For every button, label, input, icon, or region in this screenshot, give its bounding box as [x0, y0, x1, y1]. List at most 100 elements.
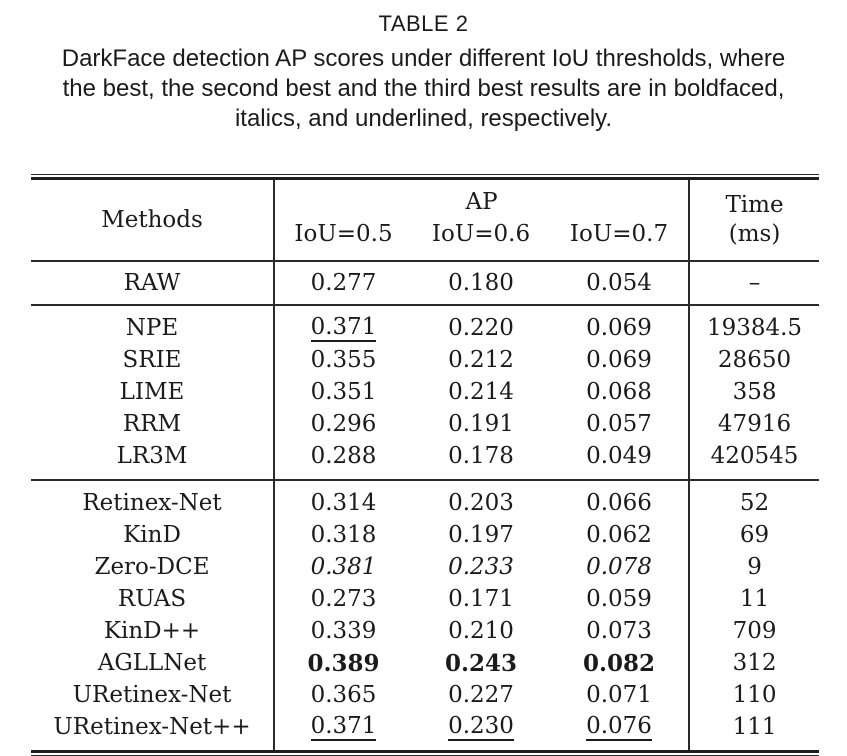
ap-value: 0.212 — [448, 347, 514, 373]
time-cell: 47916 — [688, 408, 820, 440]
ap-value-cell: 0.365 — [273, 679, 412, 711]
table-header: Methods AP Time (ms) IoU=0.5 IoU=0.6 IoU… — [31, 180, 820, 261]
caption-line-2: the best, the second best and the third … — [62, 75, 785, 102]
ap-value-cell: 0.243 — [412, 647, 550, 679]
ap-value-cell: 0.078 — [550, 551, 689, 583]
table-row: Zero-DCE 0.381 0.233 0.078 9 — [31, 551, 820, 583]
ap-group-header: AP — [272, 180, 690, 216]
ap-value: 0.318 — [310, 522, 377, 548]
bottom-rule-thick — [31, 750, 819, 753]
method-cell: RRM — [122, 411, 182, 437]
method-cell: LIME — [119, 379, 185, 405]
ap-value-cell: 0.068 — [550, 376, 689, 408]
ap-value: 0.062 — [586, 522, 652, 548]
ap-value: 0.171 — [448, 586, 514, 612]
ap-value-cell: 0.069 — [550, 305, 689, 344]
ap-value: 0.371 — [310, 714, 377, 742]
table-row: RUAS 0.273 0.171 0.059 11 — [31, 583, 820, 615]
method-cell: Retinex-Net — [82, 490, 222, 516]
ap-value-cell: 0.197 — [412, 519, 550, 551]
method-cell: KinD++ — [103, 618, 201, 644]
method-cell: URetinex-Net — [72, 682, 232, 708]
caption-line-1: DarkFace detection AP scores under diffe… — [61, 45, 786, 72]
ap-value: 0.071 — [586, 682, 652, 708]
ap-value-cell: 0.371 — [273, 305, 412, 344]
ap-value-cell: 0.069 — [550, 344, 689, 376]
ap-value: 0.069 — [586, 347, 652, 373]
ap-value: 0.057 — [586, 411, 652, 437]
ap-value-cell: 0.059 — [550, 583, 689, 615]
ap-value-cell: 0.049 — [550, 440, 689, 480]
ap-value: 0.068 — [586, 379, 652, 405]
ap-value: 0.277 — [310, 270, 377, 296]
ap-value-cell: 0.371 — [273, 711, 412, 750]
time-header: Time (ms) — [688, 180, 820, 261]
ap-value: 0.180 — [448, 270, 514, 296]
top-rule-thick — [31, 177, 819, 180]
method-cell: Zero-DCE — [94, 554, 210, 580]
time-cell: 9 — [688, 551, 820, 583]
ap-value: 0.203 — [448, 490, 514, 516]
ap-value: 0.351 — [310, 379, 377, 405]
ap-value-cell: 0.082 — [550, 647, 689, 679]
time-cell: – — [688, 261, 820, 305]
ap-value: 0.054 — [586, 270, 652, 296]
table-row: URetinex-Net 0.365 0.227 0.071 110 — [31, 679, 820, 711]
table-row: URetinex-Net++ 0.371 0.230 0.076 111 — [31, 711, 820, 750]
table-row: LIME 0.351 0.214 0.068 358 — [31, 376, 820, 408]
time-cell: 19384.5 — [688, 305, 820, 344]
method-cell: RAW — [123, 270, 181, 296]
time-cell: 110 — [688, 679, 820, 711]
table-row: Retinex-Net 0.314 0.203 0.066 52 — [31, 480, 820, 519]
ap-scores-table: Methods AP Time (ms) IoU=0.5 IoU=0.6 IoU… — [31, 180, 820, 750]
method-cell: RUAS — [117, 586, 187, 612]
ap-value-cell: 0.214 — [412, 376, 550, 408]
method-cell: URetinex-Net++ — [53, 714, 251, 740]
table-row: LR3M 0.288 0.178 0.049 420545 — [31, 440, 820, 480]
method-cell: NPE — [125, 315, 179, 341]
section-traditional-methods: NPE 0.371 0.220 0.069 19384.5 SRIE 0.355 0.212 0… — [31, 305, 820, 480]
ap-value-cell: 0.076 — [550, 711, 689, 750]
ap-value: 0.233 — [448, 554, 514, 580]
ap-value: 0.082 — [582, 649, 656, 677]
ap-value: 0.381 — [310, 554, 377, 580]
ap-value: 0.273 — [310, 586, 377, 612]
ap-value-cell: 0.054 — [550, 261, 689, 305]
ap-value-cell: 0.171 — [412, 583, 550, 615]
table-row: KinD++ 0.339 0.210 0.073 709 — [31, 615, 820, 647]
ap-value-cell: 0.381 — [273, 551, 412, 583]
ap-value: 0.078 — [586, 554, 652, 580]
ap-value-cell: 0.318 — [273, 519, 412, 551]
table-row: KinD 0.318 0.197 0.062 69 — [31, 519, 820, 551]
time-cell: 28650 — [688, 344, 820, 376]
ap-value: 0.288 — [310, 443, 377, 469]
ap-value: 0.314 — [310, 490, 377, 516]
ap-value-cell: 0.180 — [412, 261, 550, 305]
table-row: SRIE 0.355 0.212 0.069 28650 — [31, 344, 820, 376]
time-cell: 312 — [688, 647, 820, 679]
ap-value-cell: 0.339 — [273, 615, 412, 647]
time-cell: 420545 — [688, 440, 820, 480]
ap-value-cell: 0.212 — [412, 344, 550, 376]
top-rule-thin — [31, 174, 819, 175]
method-cell: LR3M — [116, 443, 188, 469]
method-cell: KinD — [123, 522, 181, 548]
ap-value-cell: 0.273 — [273, 583, 412, 615]
table-number-label: TABLE 2 — [378, 11, 469, 36]
ap-value-cell: 0.220 — [412, 305, 550, 344]
ap-value-cell: 0.210 — [412, 615, 550, 647]
time-cell: 111 — [688, 711, 820, 750]
ap-value: 0.389 — [307, 649, 380, 677]
ap-value-cell: 0.178 — [412, 440, 550, 480]
ap-value: 0.059 — [586, 586, 652, 612]
ap-value: 0.069 — [586, 315, 652, 341]
method-cell: AGLLNet — [97, 650, 207, 676]
method-cell: SRIE — [122, 347, 182, 373]
ap-value-cell: 0.066 — [550, 480, 689, 519]
ap-value-cell: 0.389 — [273, 647, 412, 679]
ap-value-cell: 0.277 — [273, 261, 412, 305]
ap-value-cell: 0.314 — [273, 480, 412, 519]
methods-header: Methods — [101, 207, 203, 233]
ap-value-cell: 0.230 — [412, 711, 550, 750]
table-row: NPE 0.371 0.220 0.069 19384.5 — [31, 305, 820, 344]
